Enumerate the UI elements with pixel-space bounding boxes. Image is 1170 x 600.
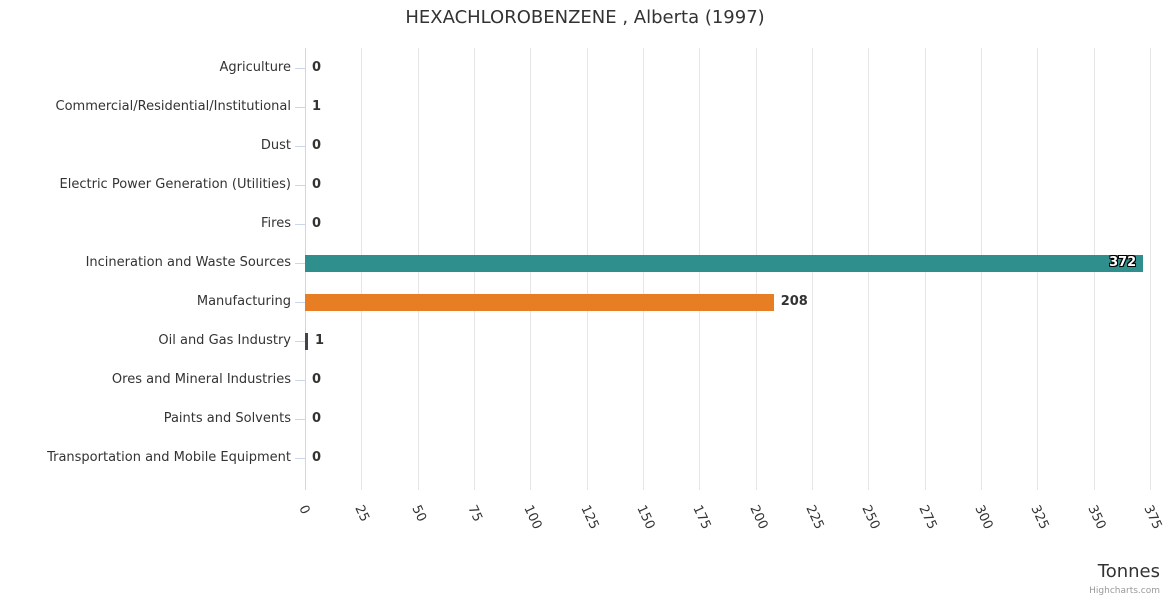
x-axis-tick-label: 325 (1027, 503, 1052, 532)
category-axis-tick (295, 263, 305, 264)
category-axis-tick (295, 419, 305, 420)
category-axis-tick (295, 146, 305, 147)
data-label: 0 (312, 450, 322, 465)
highcharts-credit: Highcharts.com (1089, 586, 1160, 596)
x-axis-tick-label: 0 (295, 503, 313, 517)
category-label: Manufacturing (196, 294, 291, 309)
data-label: 1 (315, 333, 325, 348)
category-axis-tick (295, 302, 305, 303)
data-label: 0 (312, 216, 322, 231)
category-label: Oil and Gas Industry (158, 333, 291, 348)
data-label: 0 (312, 372, 322, 387)
data-label: 0 (312, 411, 322, 426)
data-bar[interactable] (305, 255, 1144, 272)
category-label: Paints and Solvents (163, 411, 291, 426)
category-axis-tick (295, 341, 305, 342)
x-axis-tick-label: 100 (520, 503, 545, 532)
category-label: Agriculture (219, 60, 292, 75)
data-label: 0 (312, 60, 322, 75)
category-label: Dust (260, 138, 291, 153)
x-axis-tick-label: 250 (858, 503, 883, 532)
x-axis-tick-label: 175 (689, 503, 714, 532)
x-axis-tick-label: 50 (408, 503, 429, 525)
data-label: 0 (312, 138, 322, 153)
category-label: Electric Power Generation (Utilities) (59, 177, 291, 192)
data-bar[interactable] (305, 333, 308, 350)
x-axis-tick-label: 275 (915, 503, 940, 532)
category-axis-tick (295, 68, 305, 69)
x-axis-tick-label: 200 (746, 503, 771, 532)
x-axis-tick-label: 25 (351, 503, 373, 525)
data-label: 372 (1109, 255, 1137, 270)
data-label: 208 (780, 294, 808, 309)
category-label: Ores and Mineral Industries (111, 372, 291, 387)
category-label: Commercial/Residential/Institutional (55, 99, 292, 114)
category-axis-tick (295, 107, 305, 108)
category-label: Transportation and Mobile Equipment (47, 450, 291, 465)
gridline (1150, 48, 1151, 490)
category-axis-tick (295, 185, 305, 186)
category-axis-tick (295, 224, 305, 225)
x-axis-tick-label: 150 (633, 503, 658, 532)
data-label: 0 (312, 177, 322, 192)
chart-title: HEXACHLOROBENZENE , Alberta (1997) (405, 7, 765, 28)
x-axis-tick-label: 375 (1140, 503, 1165, 532)
category-axis-tick (295, 380, 305, 381)
x-axis-tick-label: 350 (1084, 503, 1109, 532)
x-axis-tick-label: 75 (464, 503, 485, 525)
x-axis-title: Tonnes (1097, 561, 1160, 582)
category-label: Incineration and Waste Sources (85, 255, 291, 270)
x-axis-tick-label: 225 (802, 503, 827, 532)
data-label: 1 (312, 99, 322, 114)
category-axis-tick (295, 458, 305, 459)
category-label: Fires (261, 216, 291, 231)
x-axis-tick-label: 300 (971, 503, 996, 532)
data-bar[interactable] (305, 294, 774, 311)
x-axis-tick-label: 125 (577, 503, 602, 532)
